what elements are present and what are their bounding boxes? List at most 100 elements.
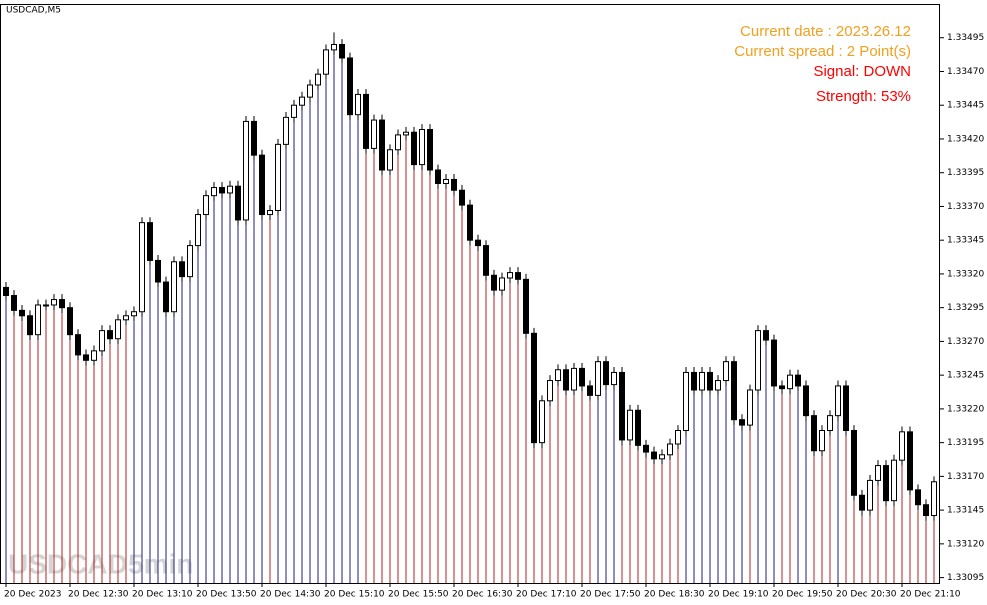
candle-body	[515, 272, 521, 280]
candle-body	[35, 304, 41, 336]
candle-body	[755, 330, 761, 391]
candle-body	[347, 57, 353, 116]
candle-body	[915, 489, 921, 506]
y-tick-label: 1.33470	[947, 67, 984, 77]
x-tick-label: 20 Dec 2023	[4, 590, 62, 600]
candle-body	[483, 245, 489, 276]
candle-body	[219, 187, 225, 194]
candle-body	[851, 429, 857, 496]
candle-body	[555, 369, 561, 382]
candle-body	[91, 350, 97, 361]
candle-body	[531, 332, 537, 444]
candle-body	[163, 281, 169, 313]
annotation: Current spread : 2 Point(s)	[734, 43, 911, 60]
candle-body	[435, 169, 441, 185]
candle-body	[67, 307, 73, 336]
candle-body	[427, 129, 433, 171]
candle-body	[243, 120, 249, 221]
y-tick-label: 1.33145	[947, 506, 984, 516]
x-tick-label: 20 Dec 20:30	[836, 590, 897, 600]
y-tick-label: 1.33270	[947, 337, 984, 347]
y-tick-label: 1.33420	[947, 134, 984, 144]
candle-body	[707, 371, 713, 391]
candle-body	[491, 274, 497, 291]
candle-body	[331, 43, 337, 51]
x-tick-label: 20 Dec 19:10	[708, 590, 769, 600]
candle-body	[611, 371, 617, 386]
candle-body	[211, 187, 217, 197]
watermark: 5min	[128, 548, 193, 579]
y-tick-label: 1.33320	[947, 269, 984, 279]
candle-body	[779, 385, 785, 390]
candle-body	[835, 385, 841, 417]
candle-body	[715, 380, 721, 391]
candle-body	[723, 361, 729, 382]
candle-body	[99, 330, 105, 352]
candle-body	[539, 400, 545, 444]
candle-body	[643, 444, 649, 453]
candle-body	[467, 204, 473, 241]
candle-body	[179, 261, 185, 278]
candle-body	[859, 494, 865, 511]
candle-body	[371, 119, 377, 149]
candle-body	[635, 409, 641, 446]
candle-body	[155, 259, 161, 283]
candle-body	[883, 465, 889, 502]
y-tick-label: 1.33170	[947, 472, 984, 482]
candle-body	[795, 374, 801, 387]
x-tick-label: 20 Dec 13:50	[196, 590, 257, 600]
candle-body	[459, 189, 465, 206]
x-tick-label: 20 Dec 17:50	[580, 590, 641, 600]
x-tick-label: 20 Dec 14:30	[260, 590, 321, 600]
candle-body	[51, 299, 57, 306]
candle-body	[147, 222, 153, 261]
y-tick-label: 1.33220	[947, 404, 984, 414]
x-tick-label: 20 Dec 18:30	[644, 590, 705, 600]
x-tick-label: 20 Dec 12:30	[68, 590, 129, 600]
candle-body	[683, 371, 689, 431]
candle-body	[107, 330, 113, 340]
candle-body	[75, 334, 81, 356]
candle-body	[339, 43, 345, 59]
y-tick-label: 1.33295	[947, 303, 984, 313]
x-tick-label: 20 Dec 16:30	[452, 590, 513, 600]
candle-body	[827, 415, 833, 431]
candle-body	[675, 429, 681, 445]
candle-body	[739, 419, 745, 426]
candle-body	[419, 129, 425, 166]
candle-body	[475, 239, 481, 247]
candle-body	[227, 185, 233, 194]
y-tick-label: 1.33195	[947, 438, 984, 448]
candle-body	[251, 120, 257, 156]
candle-body	[499, 277, 505, 291]
candle-body	[307, 84, 313, 98]
candle-body	[899, 431, 905, 461]
candle-body	[27, 315, 33, 336]
candle-body	[403, 131, 409, 136]
candle-body	[19, 309, 25, 317]
candle-body	[691, 371, 697, 391]
candle-body	[763, 330, 769, 341]
candle-body	[283, 116, 289, 145]
candle-body	[291, 104, 297, 118]
candle-body	[363, 93, 369, 149]
candle-body	[123, 315, 129, 321]
candle-body	[11, 295, 17, 311]
candle-body	[603, 361, 609, 386]
x-tick-label: 20 Dec 13:10	[132, 590, 193, 600]
candle-body	[395, 134, 401, 151]
candle-body	[771, 339, 777, 387]
candle-body	[891, 459, 897, 502]
candle-body	[299, 96, 305, 106]
chart-title: USDCAD,M5	[6, 6, 61, 16]
candle-body	[699, 371, 705, 391]
candle-body	[579, 367, 585, 387]
candle-body	[83, 354, 89, 361]
candle-body	[411, 131, 417, 166]
annotation: Signal: DOWN	[813, 63, 911, 80]
candle-body	[931, 481, 937, 517]
candle-body	[171, 261, 177, 313]
candle-body	[187, 245, 193, 278]
candle-body	[819, 429, 825, 452]
